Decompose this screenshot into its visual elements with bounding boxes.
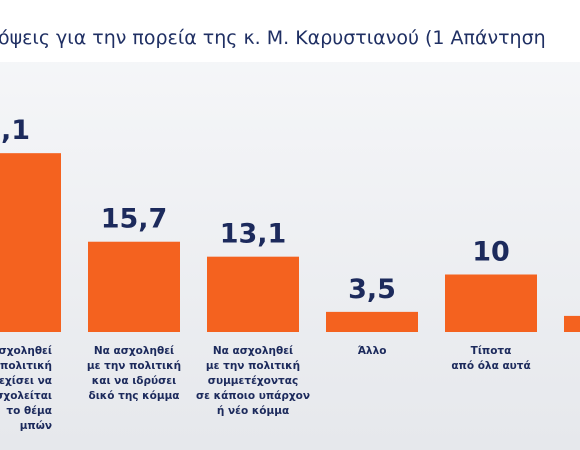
bar <box>0 153 61 332</box>
bar <box>207 256 299 332</box>
category-label: σε κάποιο υπάρχον <box>196 390 310 402</box>
bar <box>564 315 580 332</box>
category-label: συνεχίσει να <box>0 375 52 387</box>
category-label: μπών <box>20 420 52 432</box>
category-label: το θέμα <box>6 405 52 417</box>
value-label: 13,1 <box>220 219 287 250</box>
category-label: με την πολιτική <box>206 360 300 372</box>
category-label: ή νέο κόμμα <box>217 405 289 417</box>
category-label: Να ασχοληθεί <box>213 345 293 357</box>
category-label: ασχοληθεί <box>0 345 52 357</box>
bar <box>326 311 418 332</box>
category-label: δικό της κόμμα <box>88 390 179 402</box>
category-label: και να ιδρύσει <box>92 375 176 387</box>
category-label: με την πολιτική <box>87 360 181 372</box>
bar <box>88 241 180 332</box>
value-label: ,1 <box>1 115 30 146</box>
category-label: Τίποτα <box>471 345 512 357</box>
category-label: Να ασχοληθεί <box>94 345 174 357</box>
category-label: Άλλο <box>358 345 387 357</box>
category-label: από όλα αυτά <box>451 360 530 372</box>
category-label: ασχολείται <box>0 390 52 402</box>
category-label: πολιτική <box>0 360 52 372</box>
title-band <box>0 0 580 62</box>
value-label: 10 <box>472 237 510 268</box>
category-label: συμμετέχοντας <box>208 375 298 387</box>
value-label: 3,5 <box>348 274 396 305</box>
bar <box>445 274 537 332</box>
value-label: 15,7 <box>101 204 168 235</box>
chart-title: όψεις για την πορεία της κ. Μ. Καρυστιαν… <box>0 27 546 49</box>
